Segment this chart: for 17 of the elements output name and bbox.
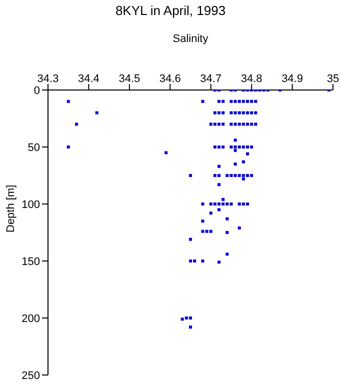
y-tick-label: 150 [22,256,40,268]
y-tick-label: 100 [22,198,40,211]
x-tick-label: 34.9 [282,73,303,85]
x-tick-label: 34.6 [159,73,181,85]
chart-title: 8KYL in April, 1993 [114,2,227,20]
x-tick-label: 34.8 [240,73,262,85]
y-tick-label: 200 [22,312,40,325]
x-tick-label: 35 [326,73,340,85]
y-tick-label: 50 [28,142,40,154]
x-tick-label: 34.5 [118,73,140,85]
y-tick-label: 0 [34,84,40,97]
x-axis-title: Salinity [172,32,209,45]
y-axis-title: Depth [m] [4,184,17,232]
y-tick-label: 250 [22,370,40,382]
x-tick-label: 34.4 [78,73,100,85]
x-tick-label: 34.7 [200,73,222,85]
x-tick-label: 34.3 [37,73,59,85]
